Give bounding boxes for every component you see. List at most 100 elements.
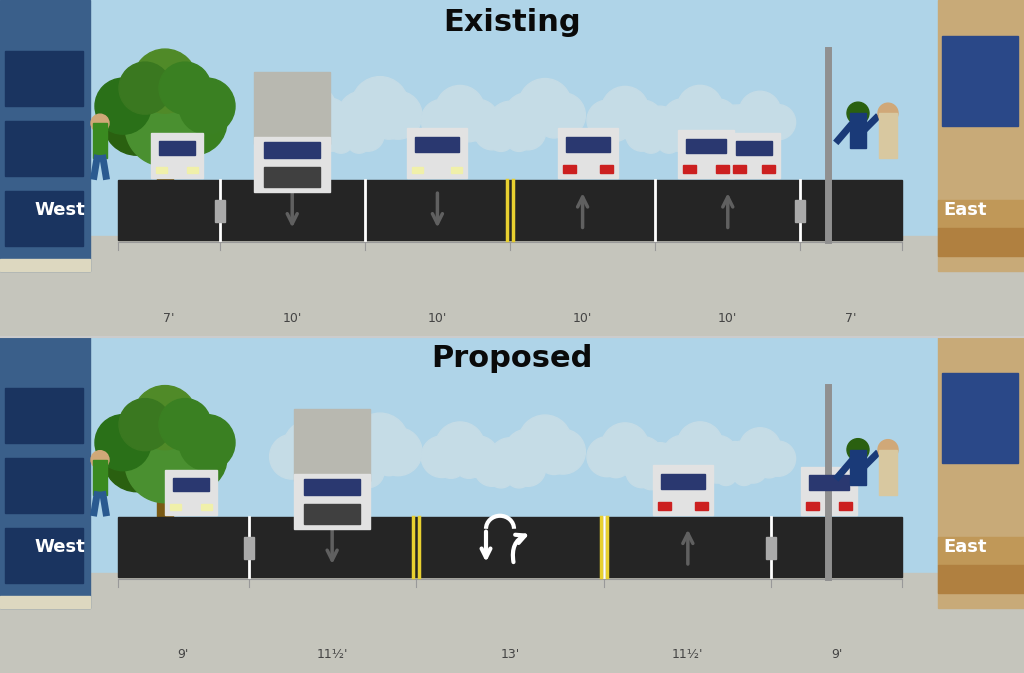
Circle shape: [662, 119, 694, 151]
Circle shape: [119, 62, 171, 114]
Circle shape: [657, 129, 681, 153]
Circle shape: [718, 441, 752, 476]
Bar: [151, 133, 203, 178]
Circle shape: [698, 435, 737, 474]
Bar: [5, 191, 83, 246]
Circle shape: [641, 443, 679, 481]
Circle shape: [269, 98, 314, 143]
Bar: [653, 464, 713, 515]
Circle shape: [601, 448, 631, 478]
Bar: [5, 388, 83, 443]
Circle shape: [702, 118, 731, 147]
Bar: [686, 139, 726, 153]
Circle shape: [677, 446, 706, 475]
Circle shape: [103, 423, 171, 492]
Circle shape: [119, 398, 171, 451]
Circle shape: [284, 83, 337, 137]
Circle shape: [457, 100, 499, 141]
Bar: [762, 166, 775, 173]
Circle shape: [761, 441, 796, 476]
Circle shape: [724, 441, 760, 476]
Circle shape: [698, 99, 737, 137]
Circle shape: [587, 100, 627, 140]
Bar: [165, 470, 217, 515]
Circle shape: [435, 447, 467, 479]
Circle shape: [618, 448, 649, 478]
Circle shape: [739, 92, 781, 133]
Bar: [156, 168, 167, 173]
Bar: [254, 72, 330, 144]
Bar: [5, 121, 83, 176]
Bar: [850, 113, 866, 148]
Circle shape: [489, 437, 530, 480]
Circle shape: [159, 423, 227, 492]
Circle shape: [91, 451, 109, 468]
Circle shape: [435, 422, 484, 471]
Bar: [938, 0, 1024, 271]
Circle shape: [506, 125, 532, 151]
Bar: [938, 228, 1024, 256]
Circle shape: [505, 429, 550, 474]
Circle shape: [103, 87, 171, 155]
Circle shape: [623, 437, 663, 476]
Circle shape: [587, 437, 627, 476]
Bar: [766, 537, 776, 559]
Text: 9': 9': [831, 649, 843, 662]
Bar: [938, 336, 1024, 608]
Circle shape: [626, 119, 658, 151]
Circle shape: [519, 104, 553, 138]
Circle shape: [285, 109, 317, 143]
Bar: [806, 502, 818, 509]
Circle shape: [761, 104, 796, 140]
Circle shape: [329, 129, 353, 153]
Bar: [809, 475, 849, 490]
Bar: [254, 137, 330, 192]
Bar: [0, 0, 90, 271]
Bar: [0, 236, 1024, 336]
Circle shape: [601, 86, 649, 134]
Text: 7': 7': [846, 312, 857, 325]
Bar: [5, 51, 83, 106]
Circle shape: [601, 423, 649, 470]
Circle shape: [338, 427, 386, 476]
Circle shape: [694, 446, 723, 475]
Bar: [736, 141, 772, 155]
Circle shape: [371, 439, 407, 476]
Circle shape: [738, 118, 767, 147]
Bar: [304, 504, 360, 524]
Bar: [938, 537, 1024, 565]
Text: East: East: [943, 201, 987, 219]
Circle shape: [663, 435, 701, 474]
Bar: [600, 166, 612, 173]
Circle shape: [519, 441, 553, 474]
Circle shape: [454, 447, 484, 479]
Circle shape: [541, 429, 586, 474]
Circle shape: [159, 62, 211, 114]
Circle shape: [159, 87, 227, 155]
Circle shape: [626, 456, 658, 488]
Circle shape: [302, 109, 336, 143]
Circle shape: [125, 86, 205, 166]
Circle shape: [538, 104, 570, 138]
Circle shape: [95, 415, 151, 470]
Bar: [452, 168, 463, 173]
Bar: [93, 460, 106, 495]
Bar: [728, 133, 780, 178]
Circle shape: [738, 115, 764, 141]
Circle shape: [510, 451, 546, 487]
Circle shape: [878, 439, 898, 460]
Bar: [695, 502, 708, 509]
Bar: [294, 474, 370, 529]
Circle shape: [91, 114, 109, 132]
Text: 7': 7': [163, 312, 174, 325]
Text: 11½': 11½': [316, 649, 348, 662]
Circle shape: [305, 98, 350, 143]
Bar: [413, 168, 423, 173]
Circle shape: [421, 436, 463, 478]
Bar: [0, 0, 1024, 256]
Circle shape: [733, 464, 755, 485]
Circle shape: [487, 462, 514, 488]
Circle shape: [506, 462, 532, 488]
Circle shape: [738, 452, 764, 478]
Bar: [118, 180, 902, 240]
